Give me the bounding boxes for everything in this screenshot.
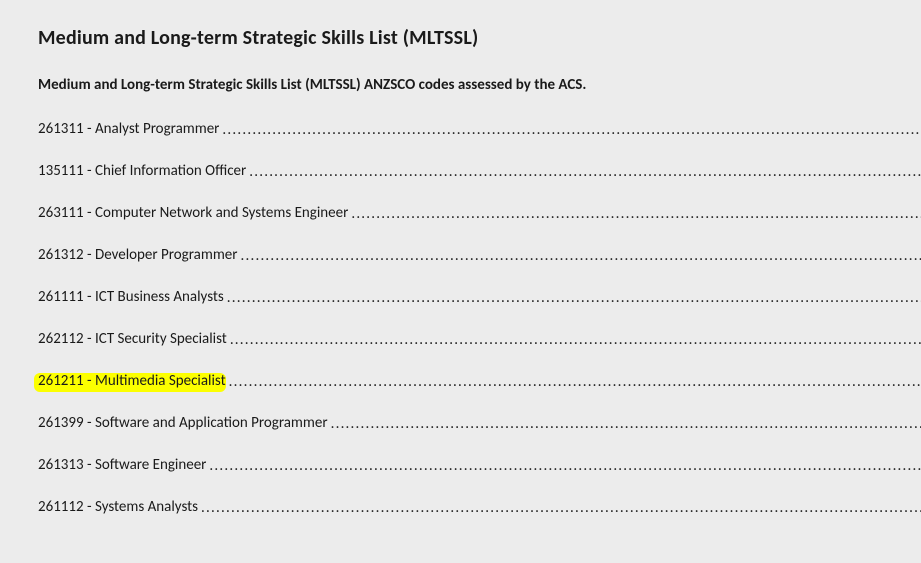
toc-row: 262112 - ICT Security Specialist [38,330,921,348]
toc-entry-text: 261112 - Systems Analysts [38,498,198,516]
toc-row: 261312 - Developer Programmer [38,246,921,264]
toc-entry-text: 261311 - Analyst Programmer [38,120,219,138]
toc-entry-text: 261111 - ICT Business Analysts [38,288,224,306]
dot-leader [226,289,921,307]
toc-entry-label: 135111 - Chief Information Officer [38,162,248,180]
toc-entry-label: 261311 - Analyst Programmer [38,120,221,138]
toc-entry-text: 262112 - ICT Security Specialist [38,330,227,348]
toc-entry-text: 263111 - Computer Network and Systems En… [38,204,348,222]
toc-row: 261111 - ICT Business Analysts [38,288,921,306]
toc-entry-text: 261211 - Multimedia Specialist [38,372,226,390]
page-title: Medium and Long-term Strategic Skills Li… [38,26,921,50]
toc-entry-label: 261211 - Multimedia Specialist [38,372,228,390]
dot-leader [228,373,921,391]
dot-leader [350,205,921,223]
dot-leader [221,121,921,139]
dot-leader [330,415,921,433]
toc-row: 261311 - Analyst Programmer [38,120,921,138]
toc-row: 261399 - Software and Application Progra… [38,414,921,432]
toc-row: 263111 - Computer Network and Systems En… [38,204,921,222]
toc-entry-text: 261312 - Developer Programmer [38,246,238,264]
toc-row: 135111 - Chief Information Officer [38,162,921,180]
toc-entry-label: 261313 - Software Engineer [38,456,208,474]
toc-entry-label: 261312 - Developer Programmer [38,246,240,264]
page-subtitle: Medium and Long-term Strategic Skills Li… [38,76,921,94]
toc-entry-label: 261111 - ICT Business Analysts [38,288,226,306]
dot-leader [248,163,921,181]
toc-row: 261313 - Software Engineer [38,456,921,474]
dot-leader [208,457,921,475]
toc-list: 261311 - Analyst Programmer 135111 - Chi… [38,120,921,516]
dot-leader [229,331,921,349]
toc-entry-text: 261313 - Software Engineer [38,456,206,474]
toc-entry-text: 135111 - Chief Information Officer [38,162,246,180]
toc-entry-label: 263111 - Computer Network and Systems En… [38,204,350,222]
toc-entry-label: 261399 - Software and Application Progra… [38,414,330,432]
toc-row: 261211 - Multimedia Specialist [38,372,921,390]
dot-leader [200,499,921,517]
dot-leader [240,247,921,265]
toc-entry-label: 261112 - Systems Analysts [38,498,200,516]
toc-entry-text: 261399 - Software and Application Progra… [38,414,328,432]
toc-row: 261112 - Systems Analysts [38,498,921,516]
toc-entry-label: 262112 - ICT Security Specialist [38,330,229,348]
